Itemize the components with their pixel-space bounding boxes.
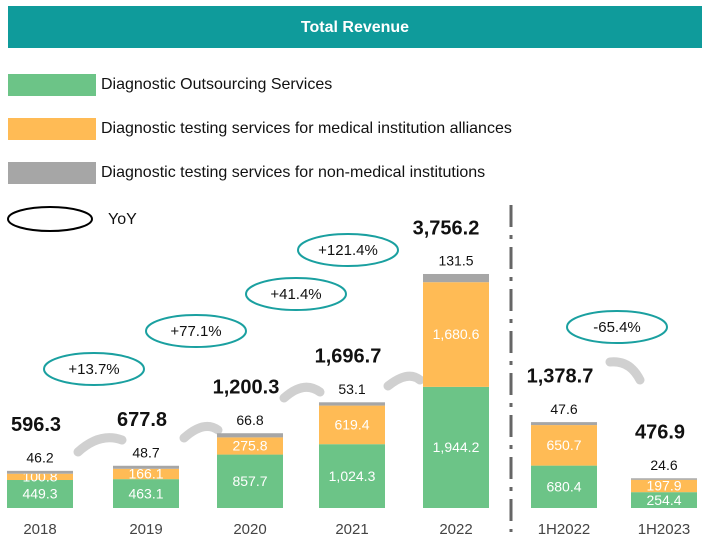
bar-segment: [531, 465, 597, 508]
segment-label: 449.3: [22, 486, 57, 502]
segment-label: 857.7: [232, 473, 267, 489]
x-tick-label: 2022: [439, 521, 472, 538]
yoy-label: +13.7%: [68, 361, 119, 378]
segment-label: 619.4: [334, 417, 369, 433]
segment-label: 47.6: [550, 401, 577, 417]
title-bar: [8, 6, 702, 48]
total-label: 3,756.2: [413, 217, 480, 239]
total-label: 1,696.7: [315, 346, 382, 368]
segment-label: 24.6: [650, 457, 677, 473]
x-tick-label: 2018: [23, 521, 56, 538]
segment-label: 66.8: [236, 412, 263, 428]
total-label: 596.3: [11, 414, 61, 436]
yoy-ellipse: [297, 233, 399, 267]
bar-segment: [631, 479, 697, 493]
bar-segment: [113, 465, 179, 469]
bar-segment: [423, 282, 489, 387]
bar-segment: [423, 386, 489, 508]
yoy-label: +41.4%: [270, 286, 321, 303]
yoy-label: +121.4%: [318, 242, 378, 259]
segment-label: 48.7: [132, 444, 159, 460]
bar-segment: [217, 454, 283, 508]
total-label: 1,378.7: [527, 365, 594, 387]
segment-label: 197.9: [646, 478, 681, 494]
legend-label: Diagnostic Outsourcing Services: [101, 76, 332, 93]
bar-segment: [217, 433, 283, 438]
yoy-ellipse: [566, 310, 668, 344]
legend-label: Diagnostic testing services for medical …: [101, 120, 512, 137]
bar-segment: [7, 470, 73, 474]
yoy-legend-label: YoY: [108, 211, 137, 228]
bar-segment: [7, 473, 73, 481]
bar-segment: [423, 273, 489, 283]
segment-label: 53.1: [338, 381, 365, 397]
bar-segment: [217, 437, 283, 455]
segment-label: 1,680.6: [433, 326, 480, 342]
bar-segment: [319, 444, 385, 508]
segment-label: 680.4: [546, 479, 581, 495]
bar-segment: [113, 468, 179, 480]
segment-label: 166.1: [128, 466, 163, 482]
x-tick-label: 1H2022: [538, 521, 591, 538]
legend-label: Diagnostic testing services for non-medi…: [101, 164, 485, 181]
x-tick-label: 2019: [129, 521, 162, 538]
yoy-arrows: [73, 357, 645, 457]
yoy-ellipse: [145, 314, 247, 348]
yoy-legend-symbol: [7, 206, 93, 232]
x-tick-label: 1H2023: [638, 521, 691, 538]
x-tick-label: 2021: [335, 521, 368, 538]
bar-segment: [319, 405, 385, 445]
bar-segment: [531, 425, 597, 466]
segment-label: 463.1: [128, 485, 163, 501]
segment-label: 1,024.3: [329, 468, 376, 484]
yoy-ellipse: [245, 277, 347, 311]
segment-label: 254.4: [646, 492, 681, 508]
legend-swatch: [8, 118, 96, 140]
yoy-label: -65.4%: [593, 319, 641, 336]
bar-segment: [631, 492, 697, 508]
segment-label: 650.7: [546, 437, 581, 453]
chart-title: Total Revenue: [301, 19, 409, 36]
bar-segment: [631, 478, 697, 480]
legend-swatch: [8, 74, 96, 96]
legend-swatch: [8, 162, 96, 184]
segment-label: 46.2: [26, 450, 53, 466]
total-label: 1,200.3: [213, 377, 280, 399]
bar-segment: [531, 422, 597, 426]
x-tick-label: 2020: [233, 521, 266, 538]
yoy-ellipse: [43, 352, 145, 386]
total-label: 677.8: [117, 409, 167, 431]
bar-segment: [113, 479, 179, 508]
segment-label: 131.5: [438, 253, 473, 269]
bar-segment: [7, 480, 73, 508]
segment-label: 275.8: [232, 438, 267, 454]
total-label: 476.9: [635, 422, 685, 444]
bar-segment: [319, 402, 385, 406]
segment-label: 1,944.2: [433, 439, 480, 455]
yoy-label: +77.1%: [170, 323, 221, 340]
